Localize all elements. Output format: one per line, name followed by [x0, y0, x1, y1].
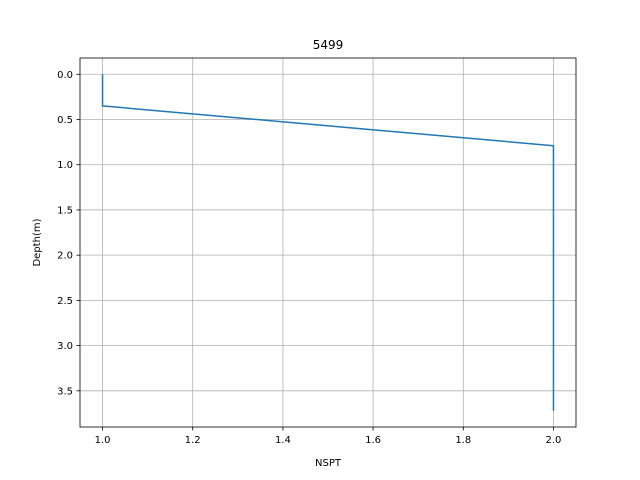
y-tick-label: 0.0 [57, 70, 73, 81]
x-tick-label: 1.6 [365, 435, 381, 446]
y-axis-ticks: 0.0 0.5 1.0 1.5 2.0 2.5 3.0 3.5 [57, 70, 80, 397]
x-tick-label: 1.8 [455, 435, 471, 446]
y-axis-title: Depth(m) [32, 218, 43, 266]
y-tick-label: 0.5 [57, 115, 73, 126]
series-layer [101, 74, 555, 411]
x-axis-ticks: 1.0 1.2 1.4 1.6 1.8 2.0 [95, 427, 562, 446]
x-tick-label: 2.0 [546, 435, 562, 446]
x-tick-label: 1.2 [185, 435, 201, 446]
series-line [101, 74, 555, 411]
y-tick-label: 2.5 [57, 296, 73, 307]
x-tick-label: 1.0 [95, 435, 111, 446]
y-tick-label: 2.0 [57, 251, 73, 262]
plot-frame [79, 57, 577, 428]
y-tick-label: 3.0 [57, 341, 73, 352]
x-axis-title: NSPT [315, 458, 342, 469]
y-tick-label: 1.5 [57, 205, 73, 216]
y-tick-label: 3.5 [57, 386, 73, 397]
chart-title: 5499 [313, 38, 344, 52]
x-tick-label: 1.4 [275, 435, 291, 446]
y-tick-label: 1.0 [57, 160, 73, 171]
